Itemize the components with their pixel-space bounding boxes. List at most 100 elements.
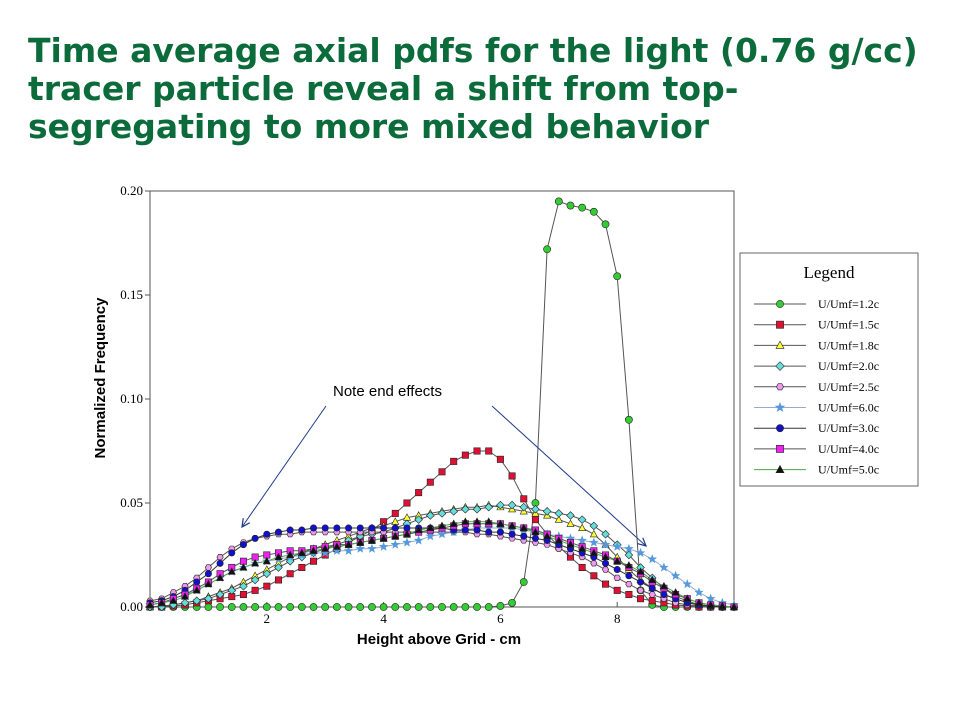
legend-marker [776, 444, 784, 453]
data-point [637, 578, 645, 586]
data-point [298, 563, 306, 571]
data-point [309, 603, 318, 611]
data-point [554, 197, 563, 206]
data-point [624, 543, 634, 553]
data-point [484, 517, 493, 525]
data-point [659, 581, 668, 590]
data-point [671, 588, 680, 596]
series-line [149, 527, 735, 606]
data-point [485, 447, 493, 455]
data-point [613, 574, 621, 581]
data-point [379, 603, 388, 611]
data-point [706, 600, 715, 608]
data-point [461, 451, 469, 459]
legend-item: U/Umf=6.0c [754, 401, 879, 415]
data-point [648, 584, 656, 592]
legend-marker [775, 361, 785, 371]
data-point [391, 524, 399, 532]
data-point [250, 575, 260, 585]
data-point [239, 603, 248, 611]
data-point [577, 515, 587, 524]
x-axis-title: Height above Grid - cm [357, 631, 521, 648]
data-point [484, 502, 493, 512]
data-point [531, 516, 539, 524]
data-point [216, 554, 224, 561]
data-point [449, 603, 458, 611]
data-point [694, 598, 703, 606]
data-point [367, 543, 377, 553]
data-point [413, 535, 424, 545]
legend-label: U/Umf=6.0c [818, 401, 879, 415]
data-point [600, 539, 611, 549]
slide-title: Time average axial pdfs for the light (0… [28, 31, 918, 146]
data-point [204, 603, 213, 611]
data-point [274, 603, 283, 611]
data-point [461, 603, 470, 611]
data-point [648, 591, 656, 598]
data-point [543, 531, 552, 540]
data-point [613, 586, 621, 594]
data-point [239, 581, 248, 591]
legend-label: U/Umf=1.8c [818, 338, 879, 352]
data-point [624, 550, 634, 560]
data-point [344, 603, 353, 611]
data-point [368, 524, 376, 532]
data-point [648, 575, 657, 583]
data-point [204, 594, 213, 603]
data-point [718, 601, 727, 609]
data-point [496, 528, 504, 536]
legend-item: U/Umf=1.5c [754, 318, 879, 332]
data-point [589, 529, 598, 538]
data-point [496, 519, 505, 527]
x-tick-label: 6 [497, 611, 504, 626]
data-point [414, 525, 423, 534]
data-point [682, 579, 693, 589]
data-point [624, 561, 633, 569]
y-tick-label: 0.20 [120, 183, 143, 198]
legend-marker [776, 300, 784, 308]
data-point [356, 538, 365, 546]
data-point [391, 509, 399, 517]
data-point [298, 526, 306, 534]
data-point [647, 554, 658, 564]
data-point [380, 524, 388, 532]
data-point [274, 576, 282, 584]
data-point [636, 567, 645, 575]
legend-item: U/Umf=5.0c [754, 463, 879, 477]
legend-item: U/Umf=2.0c [754, 359, 879, 373]
data-point [508, 530, 516, 538]
data-point [566, 511, 575, 520]
data-point [625, 591, 633, 599]
y-axis-title: Normalized Frequency [92, 297, 109, 459]
data-point [602, 580, 610, 588]
data-point [496, 602, 505, 610]
data-point [181, 592, 190, 600]
data-point [321, 603, 330, 611]
series-markers [145, 197, 739, 612]
data-point [309, 546, 318, 554]
data-point [473, 603, 481, 611]
data-point [145, 600, 155, 608]
y-axis: 0.00 0.05 0.10 0.15 0.20 [120, 183, 150, 614]
data-point [543, 245, 552, 254]
annotation-text: Note end effects [333, 383, 442, 400]
legend-box [739, 252, 919, 487]
data-point [437, 509, 447, 518]
data-point [660, 591, 668, 599]
data-point [310, 524, 318, 532]
data-point [531, 527, 540, 536]
series-points [146, 529, 738, 611]
data-point [169, 596, 178, 604]
legend-title: Legend [804, 263, 855, 282]
data-point [286, 603, 295, 611]
data-point [204, 570, 212, 578]
data-point [461, 526, 469, 534]
data-point [414, 603, 423, 611]
data-point [239, 541, 247, 549]
data-point [612, 541, 622, 551]
data-point [461, 517, 470, 525]
data-point [519, 502, 529, 512]
data-point [192, 586, 201, 594]
series-points [145, 517, 739, 611]
legend: Legend U/Umf=1.2c U/Umf=1.5c U/Umf=1.8c U/U… [739, 252, 919, 487]
